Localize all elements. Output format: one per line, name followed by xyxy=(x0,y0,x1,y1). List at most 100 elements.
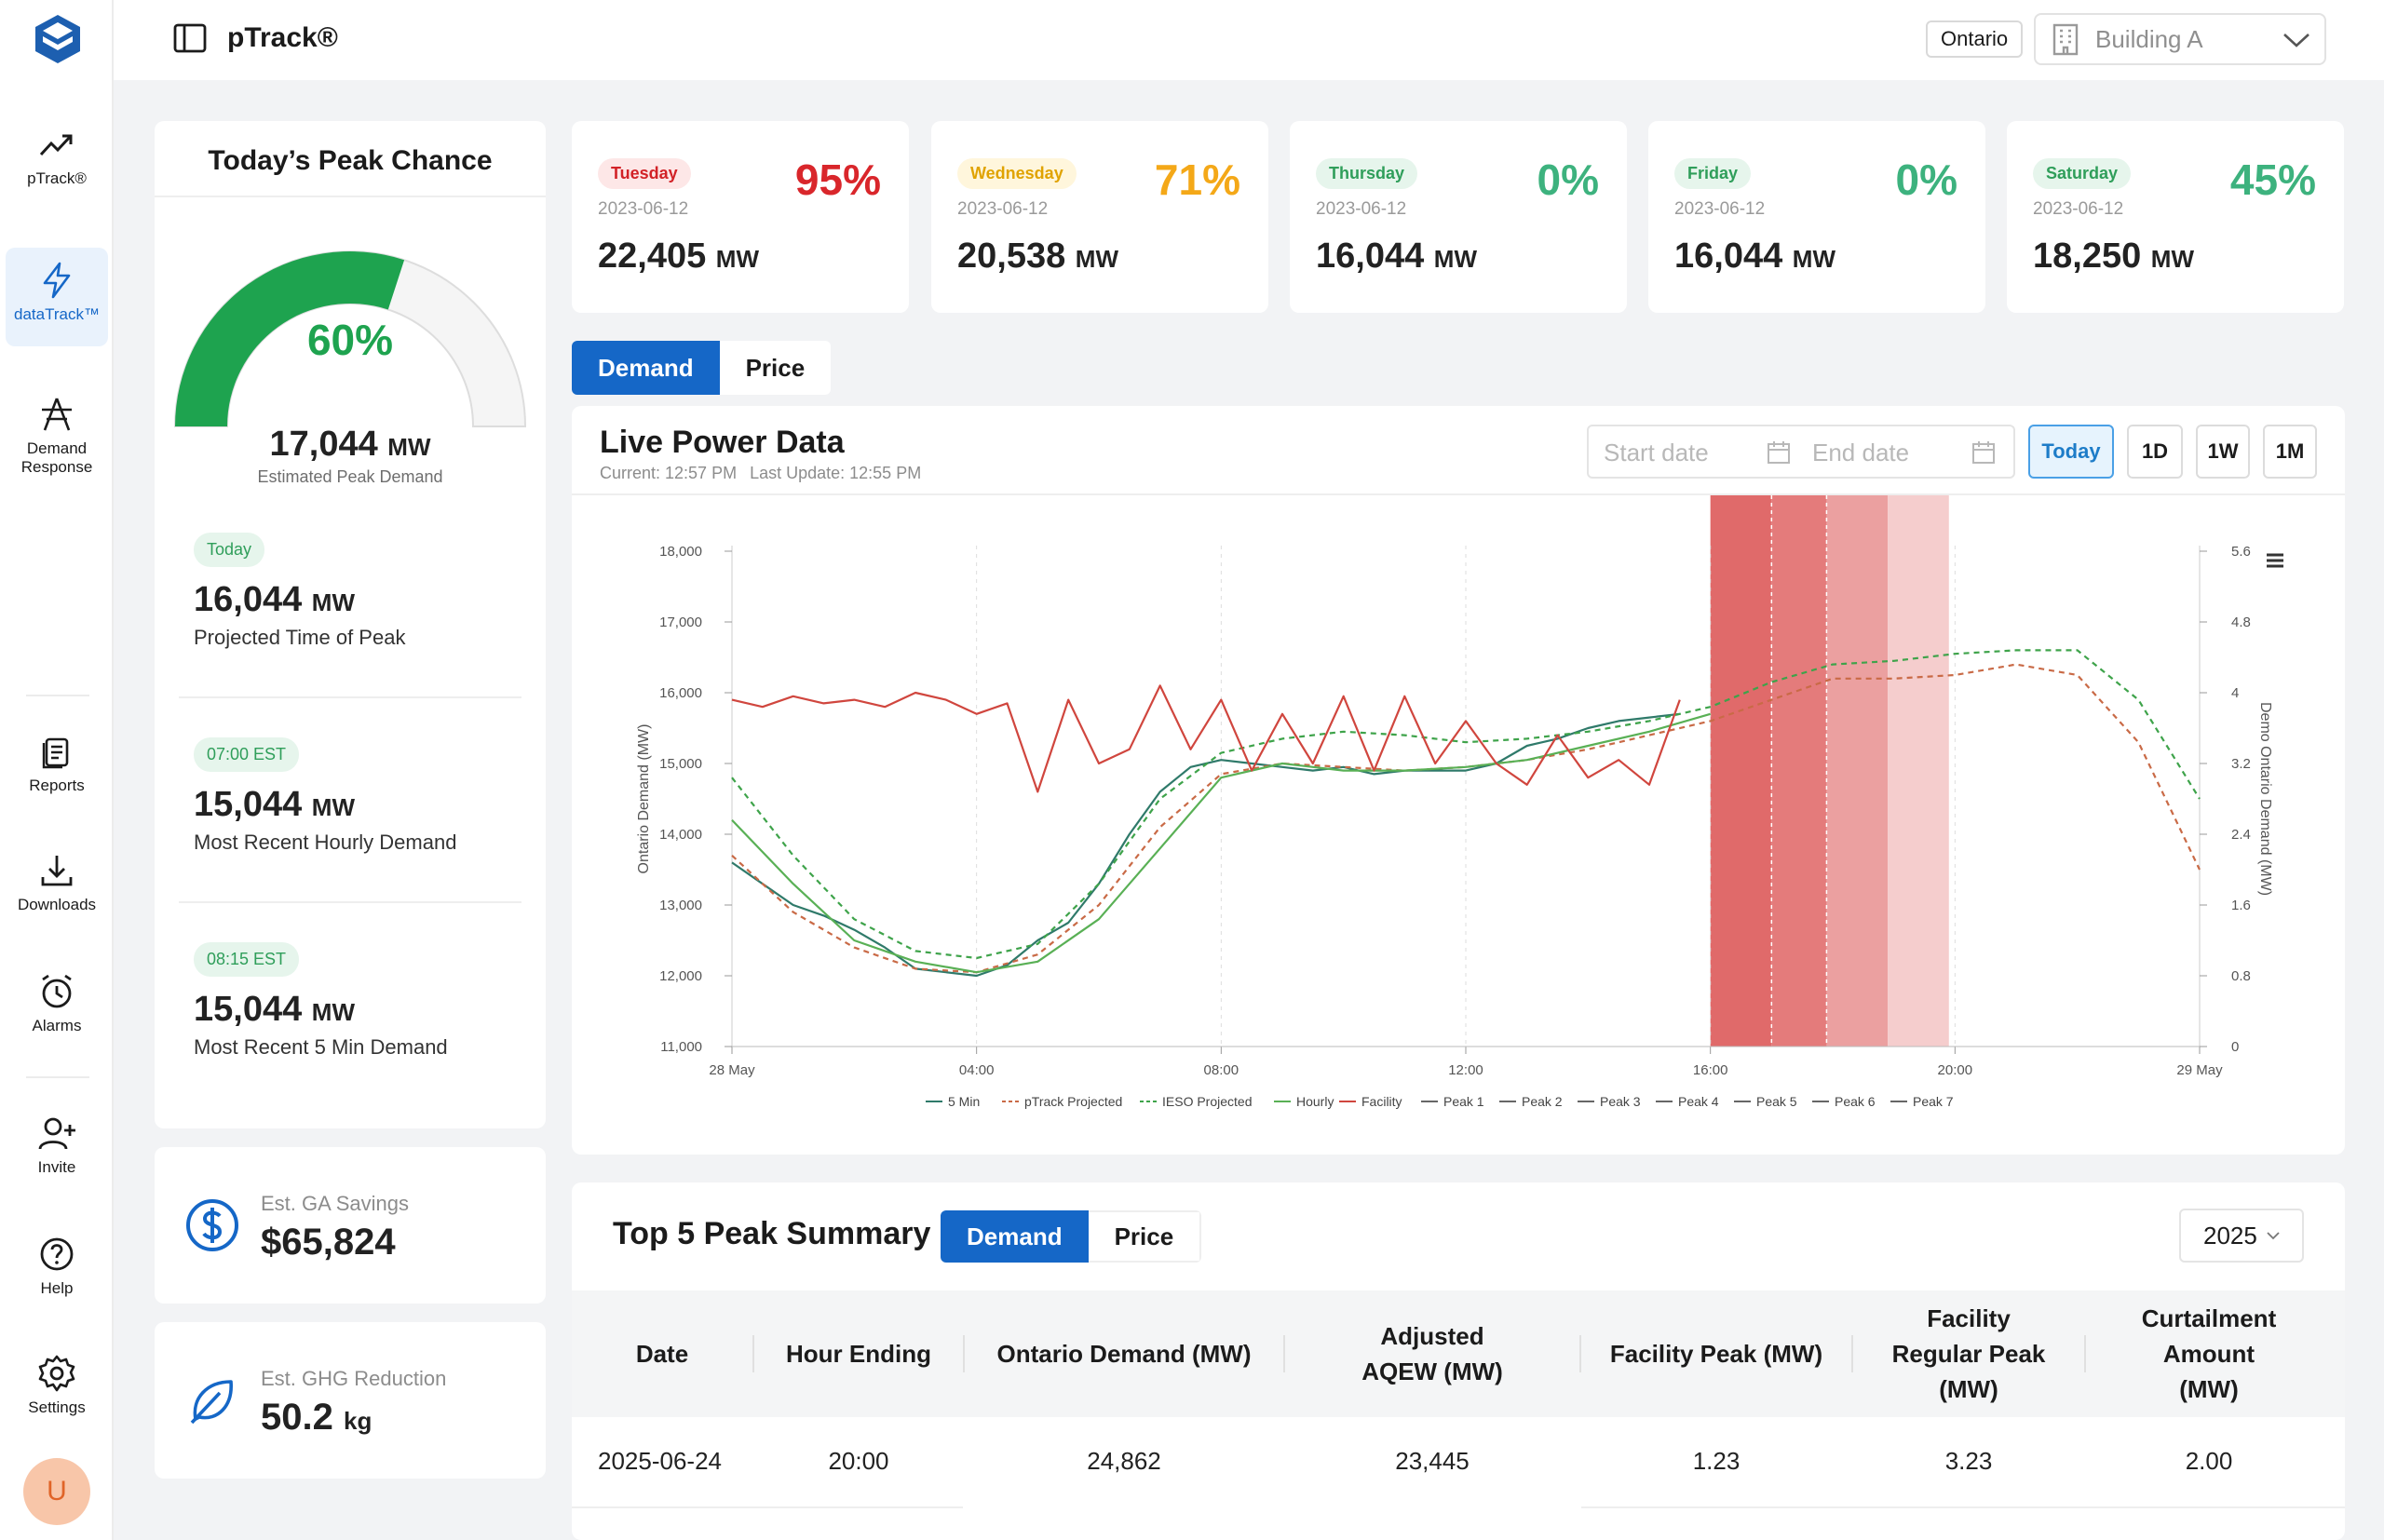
x-tick-label: 28 May xyxy=(709,1062,755,1078)
sidebar-item-label: Invite xyxy=(37,1158,76,1176)
sidebar-item-help[interactable]: Help xyxy=(6,1235,108,1298)
building-select[interactable]: Building A xyxy=(2034,13,2326,65)
range-1m-button[interactable]: 1M xyxy=(2263,425,2317,479)
sidebar-item-downloads[interactable]: Downloads xyxy=(6,851,108,914)
end-date-input[interactable]: End date xyxy=(1812,439,1910,466)
y2-tick-label: 4 xyxy=(2231,685,2239,701)
col-facility-regular-peak[interactable]: Facility Regular Peak (MW) xyxy=(1891,1304,2046,1403)
year-select[interactable]: 2025 xyxy=(2179,1209,2304,1263)
divider xyxy=(572,493,2345,495)
day-forecast-card[interactable]: Wednesday 2023-06-12 71% 20,538 MW xyxy=(931,121,1268,313)
y2-tick-label: 0 xyxy=(2231,1039,2239,1055)
divider xyxy=(1581,1506,2345,1508)
divider xyxy=(1851,1335,1853,1372)
x-tick-label: 08:00 xyxy=(1204,1062,1239,1078)
peak-band xyxy=(1888,495,1949,1047)
demand-value: 16,044 xyxy=(194,580,303,619)
day-tag: Wednesday xyxy=(957,158,1077,189)
tab-price[interactable]: Price xyxy=(719,341,832,395)
series-line xyxy=(731,712,1712,974)
sidebar-item-invite[interactable]: Invite xyxy=(6,1114,108,1177)
col-hour-ending[interactable]: Hour Ending xyxy=(786,1340,931,1368)
day-forecast-card[interactable]: Tuesday 2023-06-12 95% 22,405 MW xyxy=(572,121,909,313)
day-forecast-card[interactable]: Friday 2023-06-12 0% 16,044 MW xyxy=(1648,121,1985,313)
range-today-button[interactable]: Today xyxy=(2028,425,2114,479)
col-ontario-demand[interactable]: Ontario Demand (MW) xyxy=(996,1340,1252,1368)
divider xyxy=(963,1335,965,1372)
sidebar-item-label: Reports xyxy=(29,777,85,794)
col-date[interactable]: Date xyxy=(635,1340,689,1368)
series-line xyxy=(731,684,1681,793)
download-icon xyxy=(41,856,73,886)
avatar[interactable]: U xyxy=(23,1458,90,1525)
range-1d-button[interactable]: 1D xyxy=(2127,425,2183,479)
sidebar-item-datatrack[interactable]: dataTrack™ xyxy=(6,248,108,346)
sidebar-item-label: dataTrack™ xyxy=(14,305,100,323)
projected-peak-block: Today 16,044 MW Projected Time of Peak xyxy=(194,533,405,650)
x-tick-label: 16:00 xyxy=(1693,1062,1728,1078)
estimated-peak-value: 17,044 MW xyxy=(155,425,546,465)
sidebar-item-settings[interactable]: Settings xyxy=(6,1354,108,1417)
sidebar-item-reports[interactable]: Reports xyxy=(6,732,108,795)
ga-savings-value: $65,824 xyxy=(261,1222,396,1263)
ga-savings-card: Est. GA Savings $65,824 xyxy=(155,1147,546,1304)
ga-savings-label: Est. GA Savings xyxy=(261,1192,409,1215)
cell-adjusted-aqew: 23,445 xyxy=(1395,1447,1470,1475)
ghg-reduction-card: Est. GHG Reduction 50.2 kg xyxy=(155,1322,546,1479)
chevron-down-icon xyxy=(2267,1232,2280,1240)
peak-percent: 0% xyxy=(1537,155,1599,204)
date-range-picker[interactable]: Start date End date xyxy=(1587,425,2015,479)
sidebar-item-label: Demand Response xyxy=(20,439,93,476)
unit-label: MW xyxy=(311,588,355,616)
start-date-input[interactable]: Start date xyxy=(1604,439,1709,466)
main-tabs: Demand Price xyxy=(572,341,832,395)
demand-value: 16,044 xyxy=(1674,236,1783,276)
chart-title: Live Power Data xyxy=(600,425,845,460)
sidebar-toggle-icon[interactable] xyxy=(173,23,207,53)
divider xyxy=(2084,1335,2086,1372)
day-forecast-card[interactable]: Saturday 2023-06-12 45% 18,250 MW xyxy=(2007,121,2344,313)
peak-chance-gauge xyxy=(173,250,527,427)
divider xyxy=(1283,1335,1285,1372)
legend-entry: Peak 2 xyxy=(1522,1094,1563,1109)
legend-entry: Facility xyxy=(1361,1094,1402,1109)
demand-value: 15,044 xyxy=(194,990,303,1029)
tab-summary-price[interactable]: Price xyxy=(1088,1210,1202,1263)
app-logo-icon[interactable] xyxy=(32,13,84,65)
reports-icon xyxy=(42,737,69,769)
sidebar-item-demand-response[interactable]: Demand Response xyxy=(6,395,108,477)
x-tick-label: 04:00 xyxy=(959,1062,995,1078)
unit-label: MW xyxy=(2150,245,2194,273)
y2-tick-label: 3.2 xyxy=(2231,756,2251,772)
current-time: Current: 12:57 PM xyxy=(600,464,738,482)
y2-tick-label: 4.8 xyxy=(2231,615,2251,630)
tab-summary-demand[interactable]: Demand xyxy=(941,1210,1089,1263)
col-facility-peak[interactable]: Facility Peak (MW) xyxy=(1609,1340,1823,1368)
series-line xyxy=(731,649,2201,960)
range-1w-button[interactable]: 1W xyxy=(2196,425,2250,479)
legend-entry: Peak 1 xyxy=(1443,1094,1484,1109)
chart-menu-icon[interactable] xyxy=(2267,553,2283,568)
y2-tick-label: 1.6 xyxy=(2231,898,2251,913)
sidebar-item-alarms[interactable]: Alarms xyxy=(6,972,108,1035)
sidebar-item-label: Settings xyxy=(28,1398,86,1416)
region-badge[interactable]: Ontario xyxy=(1926,20,2024,58)
col-adjusted-aqew[interactable]: Adjusted AQEW (MW) xyxy=(1361,1322,1503,1385)
x-tick-label: 29 May xyxy=(2176,1062,2223,1078)
col-curtailment-amount[interactable]: Curtailment Amount (MW) xyxy=(2141,1304,2277,1403)
demand-value: 15,044 xyxy=(194,785,303,824)
chevron-down-icon xyxy=(2283,34,2310,47)
tab-demand[interactable]: Demand xyxy=(572,341,720,395)
y2-tick-label: 0.8 xyxy=(2231,968,2251,984)
y-tick-label: 12,000 xyxy=(659,968,702,984)
unit-label: MW xyxy=(311,793,355,821)
hourly-demand-block: 07:00 EST 15,044 MW Most Recent Hourly D… xyxy=(194,737,456,855)
legend-entry: 5 Min xyxy=(948,1094,980,1109)
sidebar-item-label: pTrack® xyxy=(27,169,87,187)
day-forecast-card[interactable]: Thursday 2023-06-12 0% 16,044 MW xyxy=(1290,121,1627,313)
sidebar-item-ptrack[interactable]: pTrack® xyxy=(6,125,108,188)
legend-entry: Peak 6 xyxy=(1835,1094,1876,1109)
alarm-icon xyxy=(42,974,72,1008)
five-min-demand-block: 08:15 EST 15,044 MW Most Recent 5 Min De… xyxy=(194,942,448,1060)
cell-ontario-demand: 24,862 xyxy=(1087,1447,1161,1475)
